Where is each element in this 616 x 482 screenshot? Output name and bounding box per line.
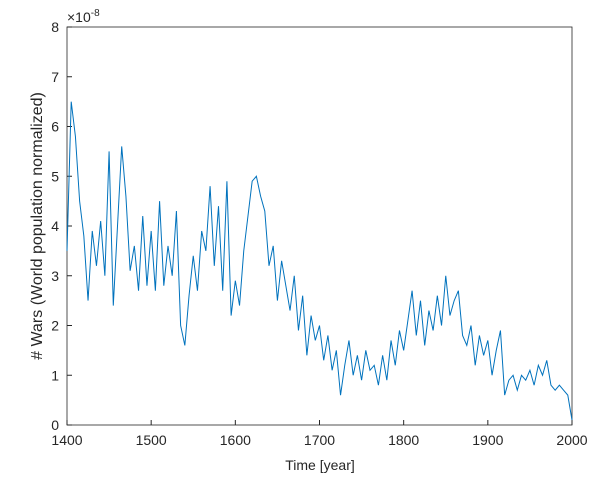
y-tick-label: 1 [51, 367, 59, 383]
x-tick-label: 2000 [556, 432, 587, 448]
y-exponent: ×10-8 [67, 8, 100, 25]
y-tick-label: 6 [51, 119, 59, 135]
x-tick-label: 1600 [220, 432, 251, 448]
x-tick-label: 1800 [388, 432, 419, 448]
y-tick-label: 7 [51, 69, 59, 85]
y-tick-label: 8 [51, 19, 59, 35]
y-tick-label: 3 [51, 268, 59, 284]
x-tick-label: 1400 [51, 432, 82, 448]
exponent-base: ×10 [67, 9, 91, 25]
plot-area [66, 26, 573, 426]
x-axis-label: Time [year] [285, 457, 355, 473]
exponent-power: -8 [91, 8, 100, 19]
x-tick-label: 1900 [472, 432, 503, 448]
y-axis-label: # Wars (World population normalized) [29, 92, 46, 360]
x-tick-label: 1500 [136, 432, 167, 448]
x-tick-label: 1700 [304, 432, 335, 448]
y-tick-label: 5 [51, 168, 59, 184]
y-tick-label: 4 [51, 218, 59, 234]
y-tick-label: 2 [51, 318, 59, 334]
data-line [66, 101, 573, 421]
y-tick-label: 0 [51, 417, 59, 433]
